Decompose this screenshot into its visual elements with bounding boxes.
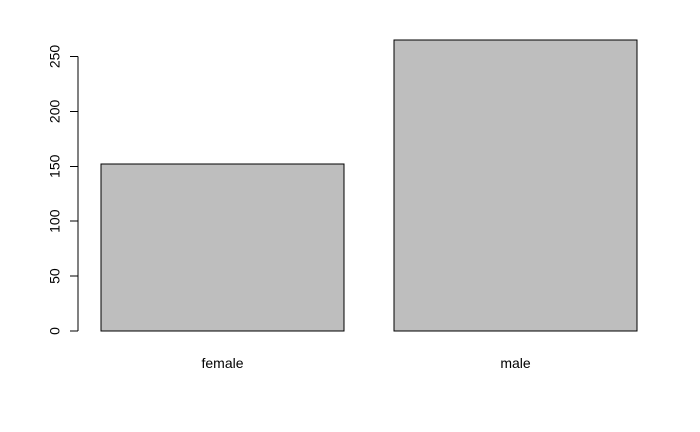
category-label-female: female — [201, 355, 243, 371]
y-axis: 0 50 100 150 200 250 — [47, 45, 79, 335]
y-tick-label: 0 — [47, 327, 63, 335]
bars — [100, 39, 638, 332]
y-tick-label: 250 — [47, 45, 63, 69]
y-tick-label: 100 — [47, 209, 63, 233]
category-label-male: male — [500, 355, 531, 371]
x-axis-labels: female male — [201, 355, 530, 371]
y-tick-label: 150 — [47, 154, 63, 178]
bar-male — [393, 39, 638, 332]
y-tick-label: 200 — [47, 99, 63, 123]
y-tick-label: 50 — [47, 268, 63, 284]
bar-female — [100, 163, 345, 332]
